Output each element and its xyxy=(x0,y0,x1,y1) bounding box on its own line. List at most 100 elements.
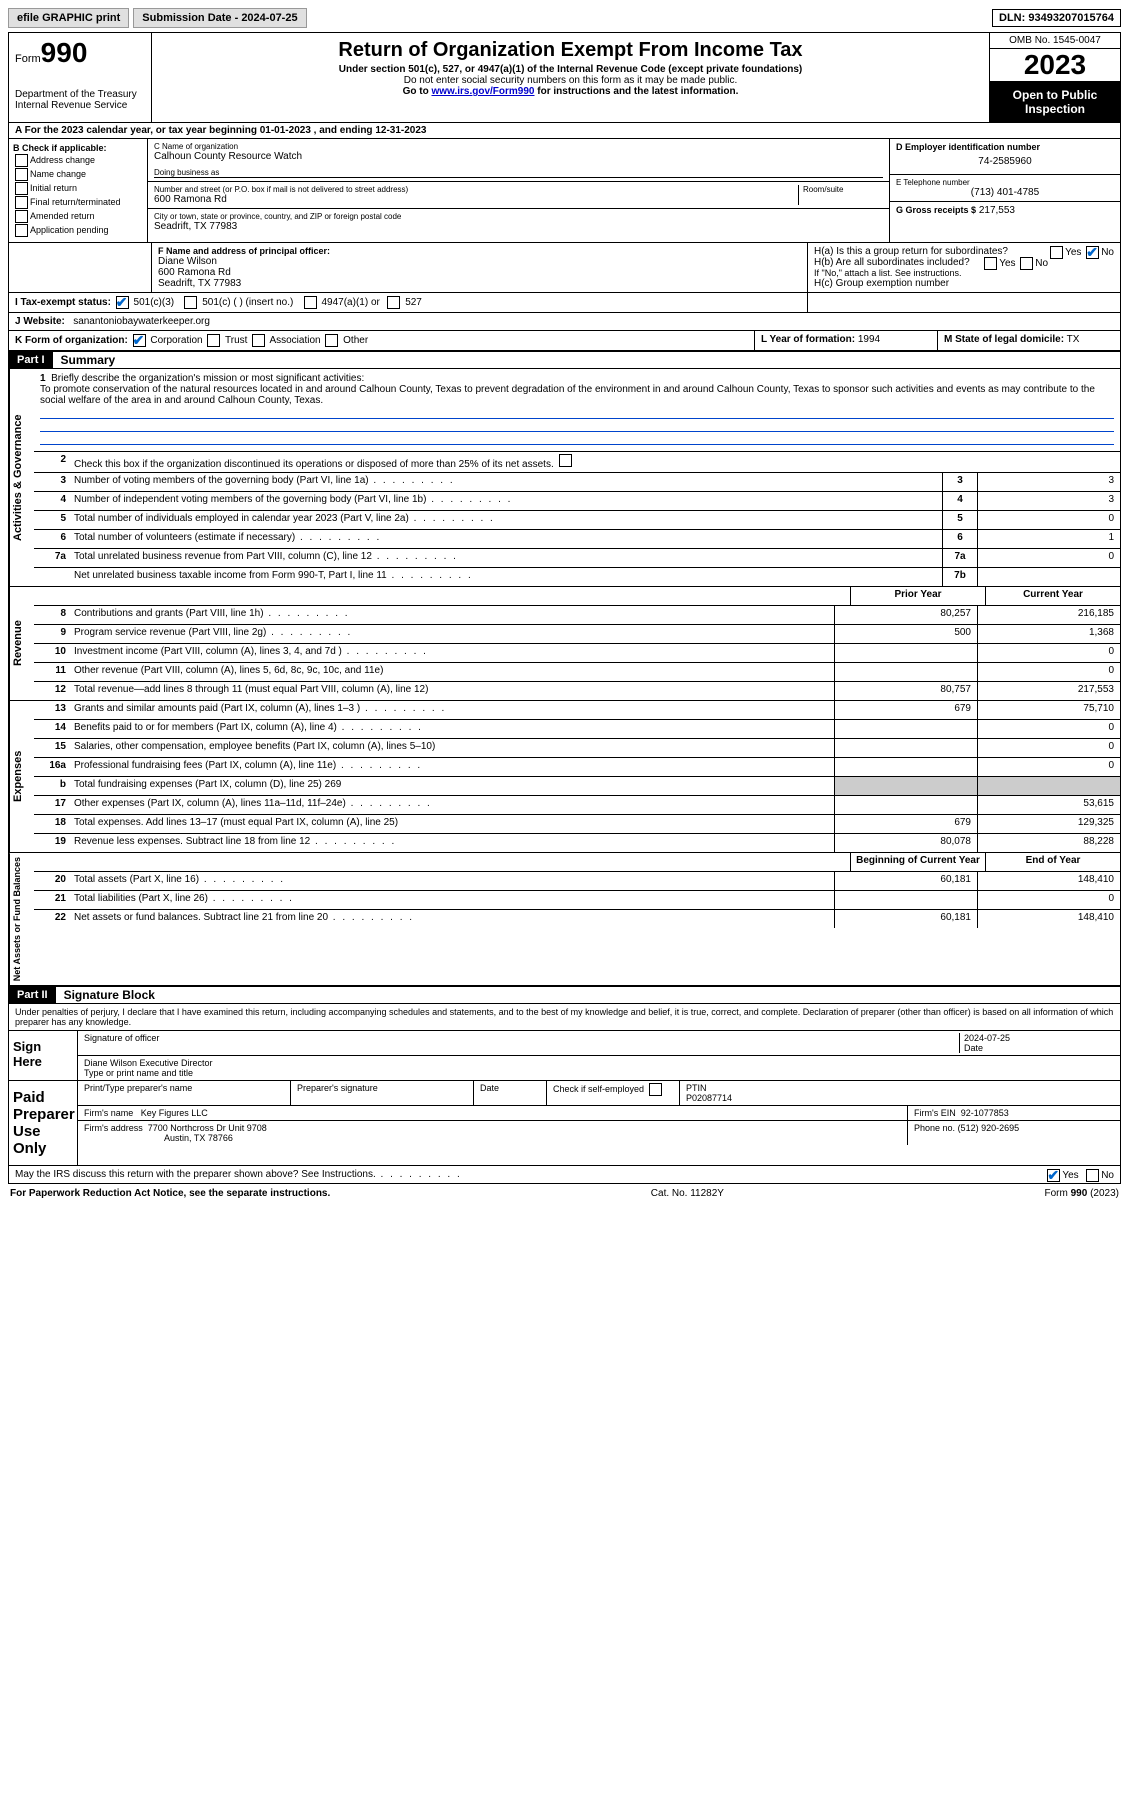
sign-here-label: Sign Here xyxy=(9,1031,78,1080)
firm-addr2: Austin, TX 78766 xyxy=(164,1133,233,1143)
line8-text: Contributions and grants (Part VIII, lin… xyxy=(70,606,834,624)
line7b-text: Net unrelated business taxable income fr… xyxy=(70,568,942,586)
form-subtitle-2: Do not enter social security numbers on … xyxy=(158,75,983,86)
row-j: J Website: sanantoniobaywaterkeeper.org xyxy=(9,313,1120,331)
prior-year-hdr: Prior Year xyxy=(850,587,985,605)
tax-year: 2023 xyxy=(990,49,1120,82)
firm-phone-label: Phone no. xyxy=(914,1123,955,1133)
line4-val: 3 xyxy=(977,492,1120,510)
line20-current: 148,410 xyxy=(977,872,1120,890)
cb-corporation[interactable] xyxy=(133,334,146,347)
submission-date-box: Submission Date - 2024-07-25 xyxy=(133,8,306,28)
header-left: Form990 Department of the Treasury Inter… xyxy=(9,33,152,122)
cb-501c[interactable] xyxy=(184,296,197,309)
org-name-label: C Name of organization xyxy=(154,142,883,151)
line22-current: 148,410 xyxy=(977,910,1120,928)
line9-text: Program service revenue (Part VIII, line… xyxy=(70,625,834,643)
cb-amended-return[interactable]: Amended return xyxy=(13,210,143,223)
part2-header-row: Part II Signature Block xyxy=(9,986,1120,1004)
cb-final-return[interactable]: Final return/terminated xyxy=(13,196,143,209)
state-domicile-value: TX xyxy=(1067,334,1080,345)
line19-prior: 80,078 xyxy=(834,834,977,852)
line3-text: Number of voting members of the governin… xyxy=(70,473,942,491)
line5-text: Total number of individuals employed in … xyxy=(70,511,942,529)
cb-initial-return[interactable]: Initial return xyxy=(13,182,143,195)
hb-note: If "No," attach a list. See instructions… xyxy=(814,268,1114,278)
ptin-label: PTIN xyxy=(686,1083,1114,1093)
sig-officer-label: Signature of officer xyxy=(84,1033,959,1053)
row-klm: K Form of organization: Corporation Trus… xyxy=(9,331,1120,351)
line14-text: Benefits paid to or for members (Part IX… xyxy=(70,720,834,738)
line1-label: Briefly describe the organization's miss… xyxy=(51,373,364,384)
firm-ein-value: 92-1077853 xyxy=(961,1108,1009,1118)
cb-self-employed[interactable] xyxy=(649,1083,662,1096)
cb-527[interactable] xyxy=(387,296,400,309)
line19-text: Revenue less expenses. Subtract line 18 … xyxy=(70,834,834,852)
cb-association[interactable] xyxy=(252,334,265,347)
cb-address-change[interactable]: Address change xyxy=(13,154,143,167)
phone-value: (713) 401-4785 xyxy=(896,187,1114,198)
room-label: Room/suite xyxy=(803,185,883,194)
line2-text: Check this box if the organization disco… xyxy=(70,452,1120,472)
cb-discuss-yes[interactable] xyxy=(1047,1169,1060,1182)
line22-prior: 60,181 xyxy=(834,910,977,928)
eoy-hdr: End of Year xyxy=(985,853,1120,871)
firm-phone-value: (512) 920-2695 xyxy=(958,1123,1020,1133)
efile-print-button[interactable]: efile GRAPHIC print xyxy=(8,8,129,28)
year-formation-label: L Year of formation: xyxy=(761,334,855,345)
cb-4947[interactable] xyxy=(304,296,317,309)
cb-name-change[interactable]: Name change xyxy=(13,168,143,181)
org-name: Calhoun County Resource Watch xyxy=(154,151,883,162)
cb-other[interactable] xyxy=(325,334,338,347)
part1-title: Summary xyxy=(53,353,116,367)
line17-text: Other expenses (Part IX, column (A), lin… xyxy=(70,796,834,814)
line12-prior: 80,757 xyxy=(834,682,977,700)
current-year-hdr: Current Year xyxy=(985,587,1120,605)
footer-form: Form 990 (2023) xyxy=(1045,1188,1119,1199)
line12-current: 217,553 xyxy=(977,682,1120,700)
line20-prior: 60,181 xyxy=(834,872,977,890)
cb-trust[interactable] xyxy=(207,334,220,347)
prep-name-label: Print/Type preparer's name xyxy=(78,1081,291,1105)
line15-text: Salaries, other compensation, employee b… xyxy=(70,739,834,757)
ha-row: H(a) Is this a group return for subordin… xyxy=(814,246,1114,257)
line14-current: 0 xyxy=(977,720,1120,738)
line22-text: Net assets or fund balances. Subtract li… xyxy=(70,910,834,928)
gross-label: G Gross receipts $ xyxy=(896,205,976,215)
vert-revenue: Revenue xyxy=(9,587,34,700)
line16a-current: 0 xyxy=(977,758,1120,776)
street-label: Number and street (or P.O. box if mail i… xyxy=(154,185,798,194)
boy-hdr: Beginning of Current Year xyxy=(850,853,985,871)
cb-501c3[interactable] xyxy=(116,296,129,309)
cb-application-pending[interactable]: Application pending xyxy=(13,224,143,237)
firm-addr-label: Firm's address xyxy=(84,1123,143,1133)
line8-current: 216,185 xyxy=(977,606,1120,624)
city-label: City or town, state or province, country… xyxy=(154,212,883,221)
sig-date-label: Date xyxy=(964,1043,1114,1053)
part1-badge: Part I xyxy=(9,352,53,368)
cb-discuss-no[interactable] xyxy=(1086,1169,1099,1182)
firm-ein-label: Firm's EIN xyxy=(914,1108,956,1118)
irs-link[interactable]: www.irs.gov/Form990 xyxy=(431,86,534,97)
line4-text: Number of independent voting members of … xyxy=(70,492,942,510)
line10-current: 0 xyxy=(977,644,1120,662)
line3-val: 3 xyxy=(977,473,1120,491)
part1-header-row: Part I Summary xyxy=(9,351,1120,369)
city-state-zip: Seadrift, TX 77983 xyxy=(154,221,883,232)
ein-value: 74-2585960 xyxy=(896,152,1114,171)
col-d-contact: D Employer identification number 74-2585… xyxy=(889,139,1120,242)
line9-current: 1,368 xyxy=(977,625,1120,643)
line6-text: Total number of volunteers (estimate if … xyxy=(70,530,942,548)
cb-discontinued[interactable] xyxy=(559,454,572,467)
sign-here-section: Sign Here Signature of officer 2024-07-2… xyxy=(9,1031,1120,1081)
vert-activities-governance: Activities & Governance xyxy=(9,369,34,586)
discuss-text: May the IRS discuss this return with the… xyxy=(15,1169,462,1180)
form-subtitle-1: Under section 501(c), 527, or 4947(a)(1)… xyxy=(158,64,983,75)
form-org-label: K Form of organization: xyxy=(15,335,128,346)
vert-expenses: Expenses xyxy=(9,701,34,852)
paid-preparer-section: Paid Preparer Use Only Print/Type prepar… xyxy=(9,1081,1120,1166)
form-header: Form990 Department of the Treasury Inter… xyxy=(9,33,1120,123)
line9-prior: 500 xyxy=(834,625,977,643)
line6-val: 1 xyxy=(977,530,1120,548)
part2-title: Signature Block xyxy=(56,988,155,1002)
